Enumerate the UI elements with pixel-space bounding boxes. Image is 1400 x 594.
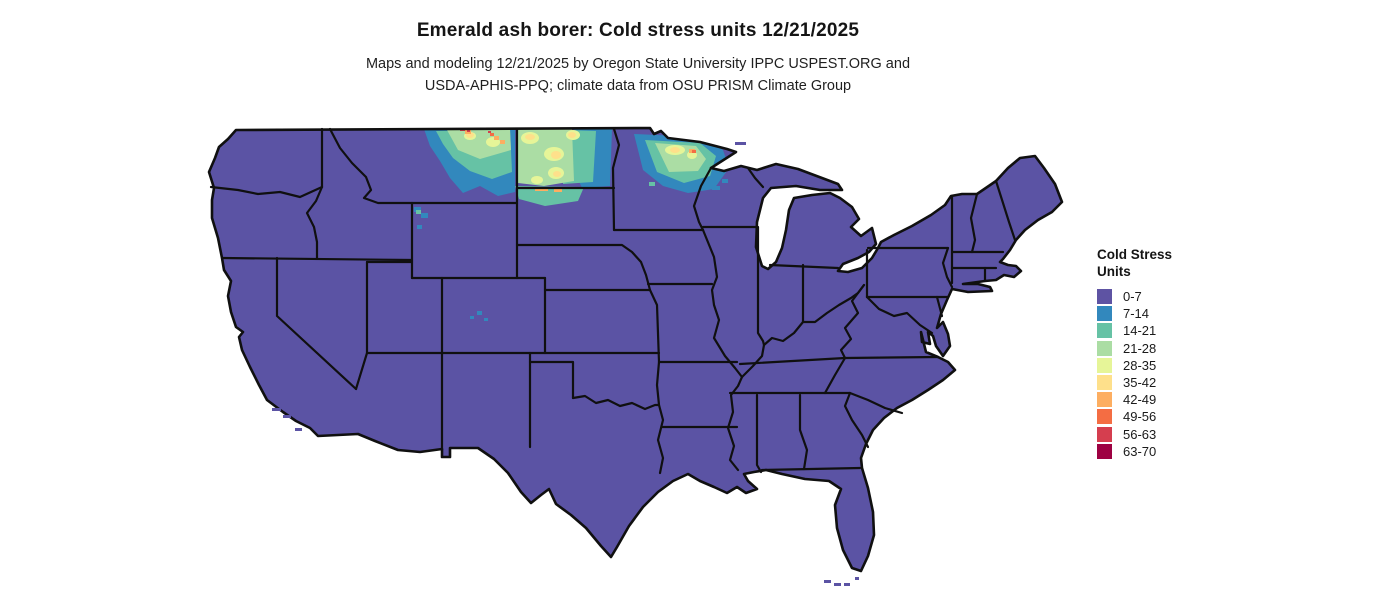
legend-color-swatch	[1097, 375, 1112, 391]
state-borders	[209, 127, 1017, 475]
legend-item-label: 28-35	[1123, 357, 1157, 373]
legend-item-label: 14-21	[1123, 323, 1157, 339]
legend-item-label: 0-7	[1123, 289, 1142, 305]
subtitle-line-2: USDA-APHIS-PPQ; climate data from OSU PR…	[424, 78, 852, 94]
subtitle-line-1: Maps and modeling 12/21/2025 by Oregon S…	[365, 56, 911, 72]
map-legend: Cold Stress Units 0-7 7-14 14-21 21-28 2…	[1097, 246, 1227, 460]
legend-item: 63-70	[1097, 443, 1227, 460]
legend-item-label: 63-70	[1123, 443, 1157, 459]
legend-color-swatch	[1097, 289, 1112, 305]
legend-item: 35-42	[1097, 374, 1227, 391]
legend-color-swatch	[1097, 426, 1112, 442]
legend-color-swatch	[1097, 392, 1112, 408]
legend-color-swatch	[1097, 323, 1112, 339]
legend-item-label: 7-14	[1123, 306, 1150, 322]
legend-item-label: 56-63	[1123, 426, 1157, 442]
legend-color-swatch	[1097, 340, 1112, 356]
legend-item: 28-35	[1097, 357, 1227, 374]
us-landmass	[209, 128, 1062, 571]
legend-item: 14-21	[1097, 322, 1227, 339]
legend-color-swatch	[1097, 306, 1112, 322]
legend-title: Cold Stress Units	[1097, 247, 1173, 279]
legend-item: 42-49	[1097, 391, 1227, 408]
legend-color-swatch	[1097, 443, 1112, 459]
legend-items: 0-7 7-14 14-21 21-28 28-35 35-42	[1097, 288, 1227, 460]
legend-item-label: 49-56	[1123, 409, 1157, 425]
legend-item-label: 21-28	[1123, 340, 1157, 356]
legend-item-label: 42-49	[1123, 392, 1157, 408]
legend-item-label: 35-42	[1123, 375, 1157, 391]
legend-color-swatch	[1097, 409, 1112, 425]
legend-color-swatch	[1097, 357, 1112, 373]
cold-stress-raster	[414, 128, 729, 321]
legend-item: 0-7	[1097, 288, 1227, 305]
page-title: Emerald ash borer: Cold stress units 12/…	[416, 20, 860, 41]
legend-item: 56-63	[1097, 426, 1227, 443]
figure-header: Emerald ash borer: Cold stress units 12/…	[0, 0, 1276, 97]
islands	[272, 142, 859, 586]
figure-subtitle: Maps and modeling 12/21/2025 by Oregon S…	[0, 53, 1276, 97]
legend-item: 21-28	[1097, 340, 1227, 357]
legend-item: 49-56	[1097, 408, 1227, 425]
legend-item: 7-14	[1097, 305, 1227, 322]
